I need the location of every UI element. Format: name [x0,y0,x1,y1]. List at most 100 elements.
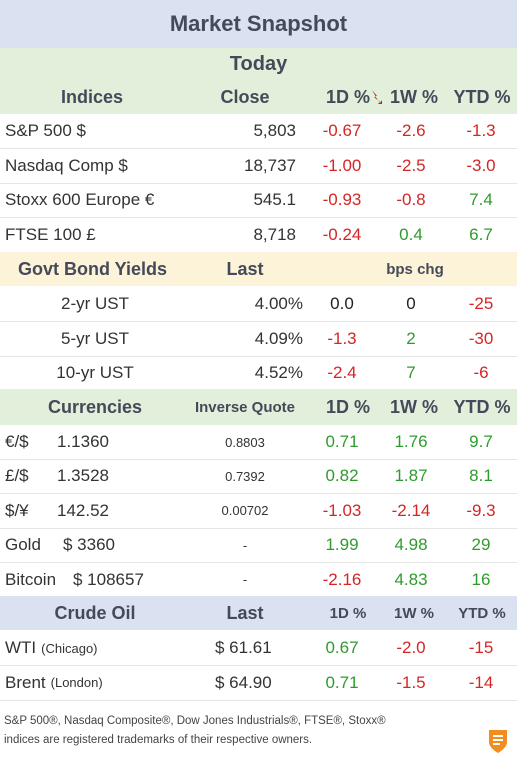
table-row: $/¥ 142.52 0.00702 -1.03 -2.14 -9.3 [0,494,517,528]
today-label: Today [229,52,288,75]
table-row: €/$ 1.1360 0.8803 0.71 1.76 9.7 [0,425,517,459]
currencies-header-band: Currencies Inverse Quote 1D % 1W % YTD % [0,389,517,425]
row-divider [0,699,517,701]
index-ytd: 7.4 [469,190,493,209]
index-name: Nasdaq Comp $ [5,155,128,175]
currency-quote: $ 108657 [73,569,144,589]
index-ytd: -3.0 [466,155,496,175]
bond-ytd: -6 [473,363,489,382]
table-row: £/$ 1.3528 0.7392 0.82 1.87 8.1 [0,459,517,493]
currency-1d: 0.71 [325,432,359,451]
crude-ytd: -14 [468,672,494,692]
inverse-quote-header: Inverse Quote [194,398,296,416]
currency-inverse: 0.8803 [225,434,265,450]
index-name: Stoxx 600 Europe € [5,190,155,209]
row-divider [0,665,517,666]
index-close: 18,737 [244,155,296,175]
row-divider [0,182,517,184]
row-divider [0,217,517,218]
bond-1w: 7 [406,363,416,382]
bond-1w: 0 [406,294,416,313]
currency-1d: -2.16 [322,569,362,589]
crude-last: $ 64.90 [215,672,272,692]
crude-last: $ 61.61 [215,638,272,657]
bond-name: 2-yr UST [61,294,129,313]
table-row: Stoxx 600 Europe € 545.1 -0.93 -0.8 7.4 [0,183,517,217]
row-divider [0,527,517,529]
currency-1w: 1.87 [394,466,428,486]
sort-down-arrow-icon[interactable] [370,80,384,114]
currency-ytd: 16 [471,569,491,589]
crude-1w: -1.5 [396,672,426,692]
crude-last-header: Last [226,602,264,623]
close-header: Close [220,86,270,107]
index-1d: -0.67 [322,121,362,140]
table-row: FTSE 100 £ 8,718 -0.24 0.4 6.7 [0,218,517,252]
table-row: Nasdaq Comp $ 18,737 -1.00 -2.5 -3.0 [0,149,517,183]
currency-1w: 4.83 [394,569,428,589]
currency-ytd: 29 [471,535,491,555]
page-title: Market Snapshot [0,0,517,48]
crude-name: Brent (London) [5,666,205,700]
currency-1w: -2.14 [391,500,431,520]
bonds-header: Govt Bond Yields [17,258,168,279]
table-row: 10-yr UST 4.52% -2.4 7 -6 [0,356,517,390]
bond-1w: 2 [406,328,416,348]
currency-1d: 0.82 [325,466,359,486]
cur-ytd-header: YTD % [453,396,511,417]
bond-last: 4.09% [254,328,303,348]
index-1d: -0.93 [322,190,362,209]
index-1w: -2.5 [396,155,426,175]
last-header: Last [226,258,264,279]
crude-1d: 0.71 [325,672,359,692]
footer-line-2: indices are registered trademarks of the… [4,734,313,746]
1d-header[interactable]: 1D % [325,86,370,107]
currency-1d: -1.03 [322,500,362,520]
crude-location: (Chicago) [41,640,98,656]
currency-ytd: 8.1 [469,466,493,486]
table-row: 5-yr UST 4.09% -1.3 2 -30 [0,322,517,356]
indices-header: Indices [60,86,124,107]
currency-inverse: - [242,537,248,553]
bps-chg-header: bps chg [386,260,444,278]
currency-quote: 1.3528 [57,466,109,486]
crude-header-band: Crude Oil Last 1D % 1W % YTD % [0,596,517,630]
crude-1d: 0.67 [325,638,359,657]
bond-last: 4.00% [254,294,303,313]
index-ytd: -1.3 [466,121,496,140]
crude-name-label: WTI [5,638,37,657]
index-ytd: 6.7 [469,224,493,244]
table-row: 2-yr UST 4.00% 0.0 0 -25 [0,287,517,321]
currency-inverse: - [242,572,248,588]
currency-name: $/¥ [5,500,29,520]
crude-location: (London) [50,675,103,690]
table-row: Brent (London) $ 64.90 0.71 -1.5 -14 [0,666,517,700]
currency-ytd: 9.7 [469,432,493,451]
index-1d: -0.24 [322,224,362,244]
currency-quote: 1.1360 [57,432,109,451]
crude-ytd-header: YTD % [458,604,506,622]
row-divider [0,562,517,564]
bond-1d: -1.3 [327,328,357,348]
currencies-header: Currencies [47,396,143,417]
table-row: WTI (Chicago) $ 61.61 0.67 -2.0 -15 [0,631,517,665]
currency-name: Gold [5,535,41,555]
row-divider [0,355,517,357]
index-close: 8,718 [253,224,296,244]
currency-name: €/$ [5,432,29,451]
crude-1w-header: 1W % [393,604,434,622]
index-close: 545.1 [253,190,296,209]
currency-1d: 1.99 [325,535,359,555]
index-1w: 0.4 [399,224,423,244]
row-divider [0,321,517,322]
row-divider [0,493,517,495]
currency-inverse: 0.7392 [225,468,265,484]
currency-quote: $ 3360 [63,535,115,555]
ytd-header: YTD % [453,86,511,107]
currency-inverse: 0.00702 [221,503,269,519]
currency-quote: 142.52 [57,500,109,520]
crude-name: WTI (Chicago) [5,631,205,665]
currency-name: £/$ [5,466,29,486]
row-divider [0,459,517,460]
bond-name: 5-yr UST [61,328,129,348]
